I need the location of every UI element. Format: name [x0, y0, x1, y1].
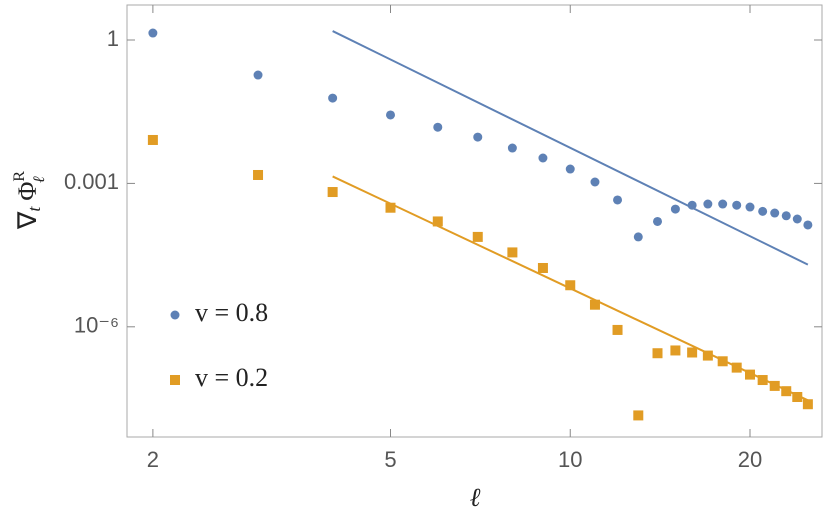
point [148, 28, 158, 38]
point [670, 345, 681, 356]
point [770, 208, 780, 218]
point [589, 299, 600, 310]
x-tick-label: 5 [384, 447, 396, 472]
point [781, 211, 791, 221]
point [702, 350, 713, 361]
point [385, 202, 396, 213]
x-axis-label: ℓ [470, 483, 481, 512]
point [757, 375, 768, 386]
point [769, 380, 780, 391]
point [253, 169, 264, 180]
point [433, 122, 443, 132]
y-axis-label: ∇tΦR ℓ [11, 171, 48, 230]
point [537, 262, 548, 273]
legend-label: v = 0.2 [195, 363, 268, 392]
point [386, 110, 396, 120]
plot-frame [126, 4, 823, 438]
point [328, 93, 338, 103]
point [565, 280, 576, 291]
x-tick-label: 10 [558, 447, 582, 472]
y-tick-label: 10⁻⁶ [74, 313, 119, 338]
point [612, 324, 623, 335]
point [507, 143, 517, 153]
point [652, 348, 663, 359]
point [687, 347, 698, 358]
legend-marker [170, 310, 180, 320]
point [507, 247, 518, 258]
y-label-symbol: Φ [13, 182, 42, 201]
point [731, 362, 742, 373]
point [633, 232, 643, 242]
point [803, 220, 813, 230]
point [472, 231, 483, 242]
y-label-sub: t [24, 206, 44, 212]
point [253, 70, 263, 80]
x-tick-label: 20 [738, 447, 762, 472]
fit-line [332, 30, 809, 266]
y-label-index: ℓ [31, 176, 48, 183]
point [732, 200, 742, 210]
point [613, 195, 623, 205]
point [781, 386, 792, 397]
y-tick-label: 0.001 [64, 169, 119, 194]
point [565, 164, 575, 174]
point [538, 153, 548, 163]
point [718, 199, 728, 209]
point [703, 199, 713, 209]
point [653, 216, 663, 226]
point [670, 204, 680, 214]
point [758, 206, 768, 216]
y-tick-label: 1 [107, 26, 119, 51]
legend-label: v = 0.8 [195, 298, 268, 327]
point [590, 177, 600, 187]
point [147, 134, 158, 145]
point [717, 356, 728, 367]
point [745, 202, 755, 212]
point [687, 200, 697, 210]
point [745, 369, 756, 380]
point [473, 132, 483, 142]
x-tick-label: 2 [147, 447, 159, 472]
y-label-sup: R [11, 171, 28, 182]
y-label-nabla: ∇ [13, 211, 42, 230]
legend-marker [170, 375, 180, 385]
point [633, 410, 644, 421]
point [792, 214, 802, 224]
point [327, 187, 338, 198]
point [432, 216, 443, 227]
point [802, 399, 813, 410]
point [792, 391, 803, 402]
